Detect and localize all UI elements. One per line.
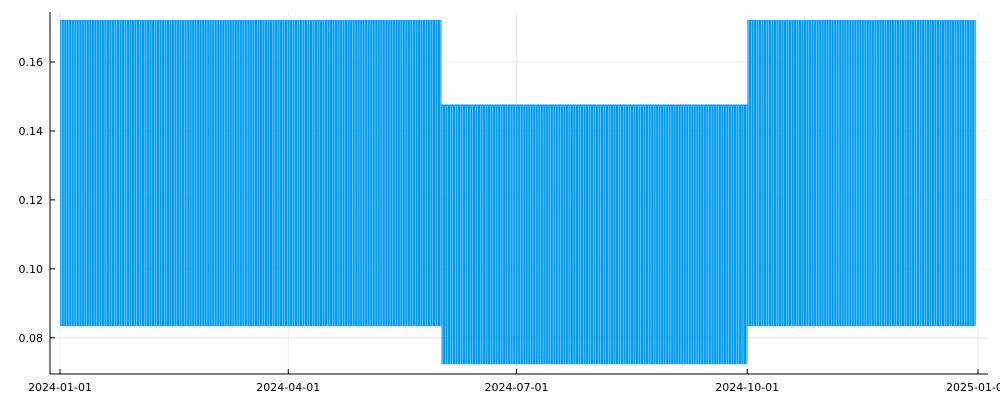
x-tick-label: 2024-10-01 <box>715 381 779 394</box>
y-tick-label: 0.12 <box>19 194 44 207</box>
y-tick-label: 0.10 <box>19 263 44 276</box>
y-tick-label: 0.08 <box>19 332 44 345</box>
x-axis-ticks: 2024-01-01 2024-04-01 2024-07-01 2024-10-01… <box>28 369 1000 394</box>
price-series-line <box>60 20 976 365</box>
y-axis-ticks: 0.08 0.10 0.12 0.14 0.16 <box>19 56 55 345</box>
series-layer <box>60 20 976 365</box>
x-tick-label: 2025-01-01 <box>946 381 1000 394</box>
x-tick-label: 2024-01-01 <box>28 381 92 394</box>
x-tick-label: 2024-07-01 <box>485 381 549 394</box>
y-tick-label: 0.16 <box>19 56 44 69</box>
x-tick-label: 2024-04-01 <box>256 381 320 394</box>
y-tick-label: 0.14 <box>19 125 44 138</box>
